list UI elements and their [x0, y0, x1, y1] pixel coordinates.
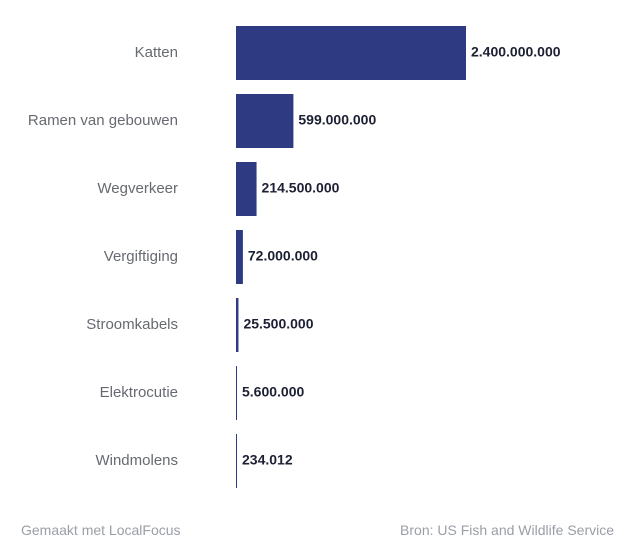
category-label: Ramen van gebouwen [28, 112, 178, 129]
bar-chart: Katten 2.400.000.000 Ramen van gebouwen 599… [28, 26, 561, 488]
value-label: 2.400.000.000 [471, 44, 561, 60]
footer-source: Bron: US Fish and Wildlife Service [400, 522, 614, 538]
bar[interactable] [236, 94, 294, 148]
footer-credit[interactable]: Gemaakt met LocalFocus [21, 522, 181, 538]
value-label: 599.000.000 [298, 112, 376, 128]
bar[interactable] [236, 298, 239, 352]
value-label: 5.600.000 [242, 384, 304, 400]
value-label: 25.500.000 [243, 316, 313, 332]
category-label: Windmolens [95, 452, 178, 469]
bar[interactable] [236, 434, 237, 488]
value-label: 214.500.000 [262, 180, 340, 196]
category-label: Wegverkeer [97, 180, 178, 197]
bar[interactable] [236, 162, 257, 216]
value-label: 72.000.000 [248, 248, 318, 264]
bar[interactable] [236, 26, 466, 80]
bar[interactable] [236, 366, 237, 420]
category-label: Stroomkabels [86, 316, 178, 333]
category-label: Vergiftiging [104, 248, 178, 265]
category-label: Katten [135, 44, 178, 61]
bar[interactable] [236, 230, 243, 284]
category-label: Elektrocutie [100, 384, 178, 401]
value-label: 234.012 [242, 452, 293, 468]
